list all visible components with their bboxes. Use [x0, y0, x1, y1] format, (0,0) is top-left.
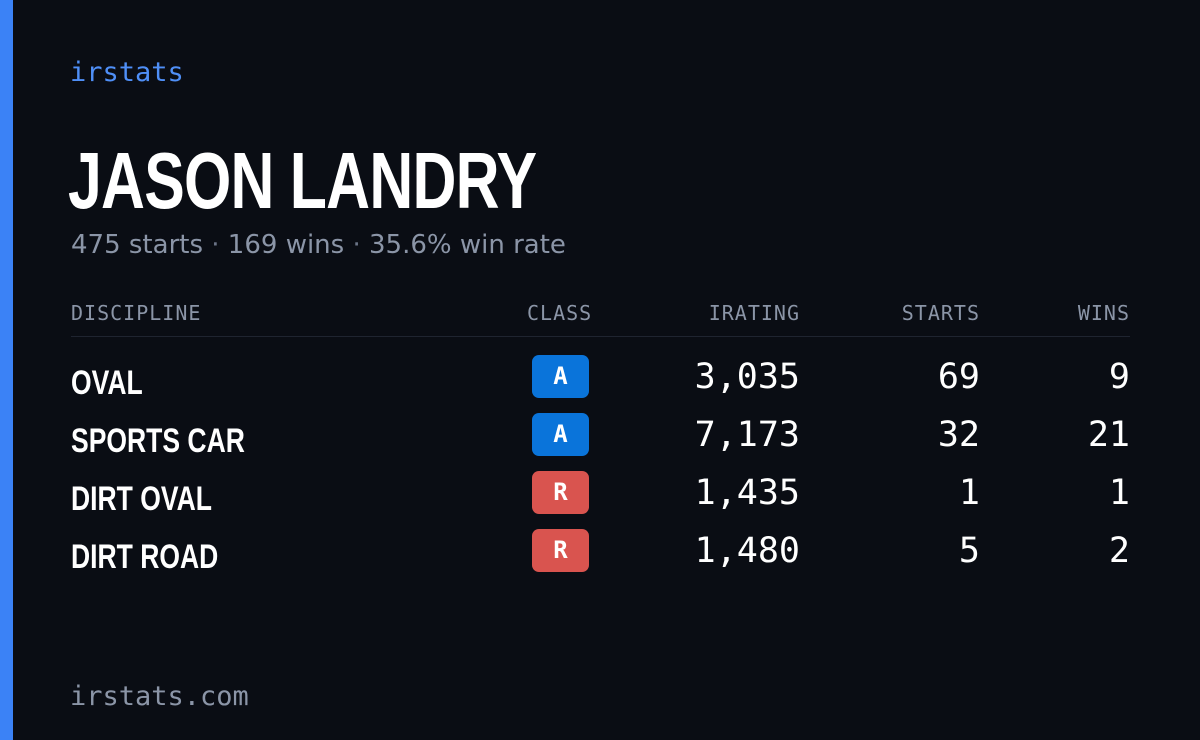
- separator-dot: ·: [211, 230, 220, 260]
- discipline-name: SPORTS CAR: [71, 422, 245, 460]
- table-row: DIRT OVAL R 1,435 1 1: [71, 469, 1130, 527]
- wins-value: 9: [1108, 357, 1130, 397]
- starts-summary: 475 starts: [71, 230, 203, 260]
- separator-dot: ·: [352, 230, 361, 260]
- player-name: JASON LANDRY: [68, 136, 537, 225]
- table-row: OVAL A 3,035 69 9: [71, 353, 1130, 411]
- discipline-stats-table: DISCIPLINE CLASS IRATING STARTS WINS OVA…: [71, 296, 1130, 585]
- wins-summary: 169 wins: [227, 230, 345, 260]
- discipline-name: OVAL: [71, 364, 143, 402]
- license-class-badge: R: [532, 471, 589, 514]
- table-row: DIRT ROAD R 1,480 5 2: [71, 527, 1130, 585]
- irating-value: 7,173: [694, 415, 800, 455]
- discipline-name: DIRT OVAL: [71, 480, 212, 518]
- wins-value: 21: [1087, 415, 1130, 455]
- header-discipline: DISCIPLINE: [71, 301, 202, 325]
- license-class-badge: A: [532, 413, 589, 456]
- starts-value: 5: [958, 531, 980, 571]
- wins-value: 1: [1108, 473, 1130, 513]
- discipline-name: DIRT ROAD: [71, 538, 219, 576]
- wins-value: 2: [1108, 531, 1130, 571]
- table-header: DISCIPLINE CLASS IRATING STARTS WINS: [71, 296, 1130, 337]
- license-class-badge: R: [532, 529, 589, 572]
- header-irating: IRATING: [708, 301, 800, 325]
- irating-value: 1,435: [694, 473, 800, 513]
- player-summary: 475 starts · 169 wins · 35.6% win rate: [71, 228, 566, 262]
- license-class-badge: A: [532, 355, 589, 398]
- starts-value: 1: [958, 473, 980, 513]
- irating-value: 3,035: [694, 357, 800, 397]
- win-rate-summary: 35.6% win rate: [369, 230, 566, 260]
- starts-value: 69: [937, 357, 980, 397]
- footer-url: irstats.com: [70, 681, 249, 712]
- table-body: OVAL A 3,035 69 9 SPORTS CAR A 7,173 32 …: [71, 353, 1130, 585]
- header-wins: WINS: [1077, 301, 1130, 325]
- brand-logo-text: irstats: [70, 57, 184, 88]
- table-row: SPORTS CAR A 7,173 32 21: [71, 411, 1130, 469]
- starts-value: 32: [937, 415, 980, 455]
- irating-value: 1,480: [694, 531, 800, 571]
- accent-bar: [0, 0, 13, 740]
- header-starts: STARTS: [901, 301, 980, 325]
- header-class: CLASS: [527, 301, 593, 325]
